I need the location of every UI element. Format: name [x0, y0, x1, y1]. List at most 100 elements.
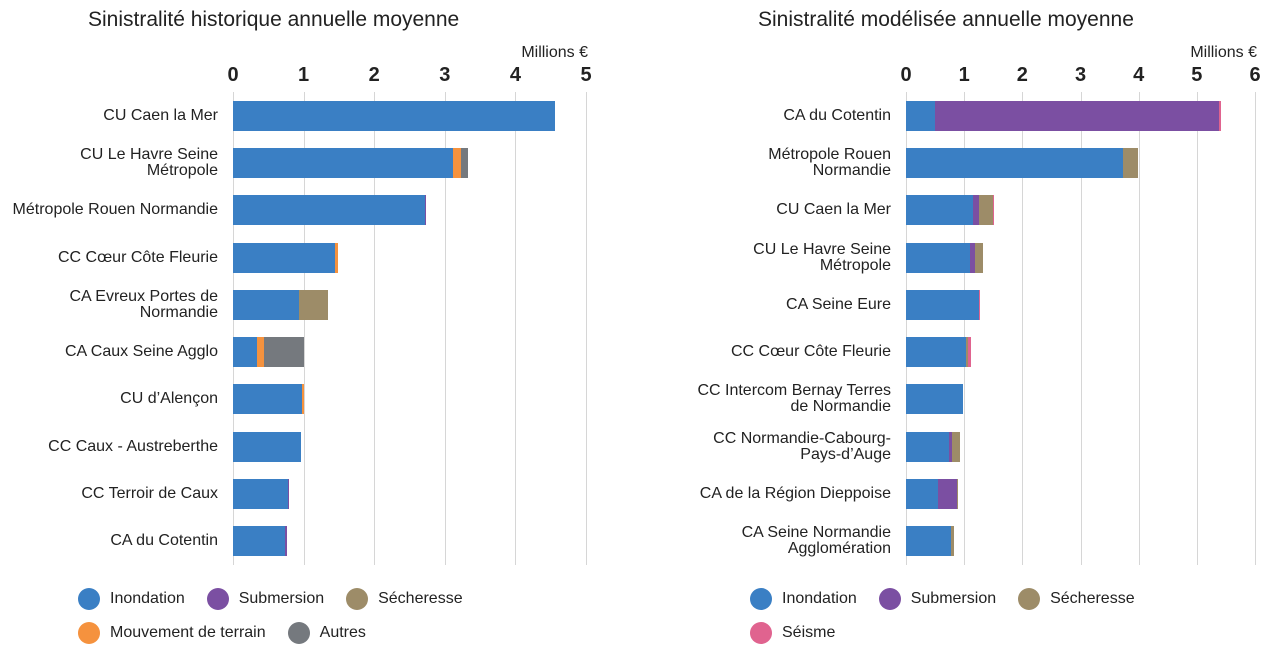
- x-tick-label: 1: [958, 64, 970, 86]
- grid-line: [586, 92, 587, 565]
- bar-segment: [906, 100, 936, 131]
- x-tick-label: 5: [1191, 64, 1203, 86]
- legend-swatch: [78, 588, 100, 610]
- legend-item: Sécheresse: [1018, 588, 1135, 610]
- bar-segment: [935, 100, 1219, 131]
- x-tick-label: 2: [1016, 64, 1028, 86]
- bar-segment: [233, 147, 454, 178]
- chart: Sinistralité historique annuelle moyenne…: [0, 0, 640, 649]
- legend-swatch: [206, 588, 229, 610]
- y-tick-label: CU Caen la Mer: [103, 106, 218, 124]
- legend-label: Inondation: [782, 590, 857, 607]
- grid-line: [1022, 92, 1024, 565]
- grid-line: [1196, 92, 1198, 565]
- bar-segment: [425, 195, 427, 226]
- bar-segment: [285, 526, 288, 557]
- grid-line: [303, 92, 305, 565]
- x-tick-label: 0: [900, 64, 912, 86]
- bar-segment: [992, 195, 994, 226]
- y-tick-label: CC Terroir de Caux: [81, 485, 218, 503]
- legend-swatch: [346, 588, 369, 610]
- grid-line: [1138, 92, 1140, 565]
- bar-segment: [906, 526, 951, 557]
- x-tick-label: 4: [509, 64, 521, 86]
- y-tick-label: CU Le Havre Seine Métropole: [753, 240, 891, 274]
- bar-segment: [906, 431, 950, 462]
- bar-segment: [906, 147, 1123, 178]
- legend-item: Mouvement de terrain: [78, 622, 266, 644]
- axis-unit: Millions €: [521, 44, 588, 61]
- y-tick-label: CA de la Région Dieppoise: [699, 485, 891, 503]
- bar-segment: [906, 242, 970, 273]
- legend-swatch: [1018, 588, 1041, 610]
- chart-title: Sinistralité historique annuelle moyenne: [88, 8, 460, 31]
- bar-segment: [302, 384, 304, 415]
- legend-label: Inondation: [110, 590, 185, 607]
- bar-segment: [233, 431, 301, 462]
- y-tick-label: CC Cœur Côte Fleurie: [730, 343, 891, 361]
- bar-segment: [233, 479, 289, 510]
- chart-title: Sinistralité modélisée annuelle moyenne: [758, 8, 1134, 31]
- y-tick-label: CU Le Havre Seine Métropole: [80, 145, 218, 179]
- bar-segment: [257, 337, 265, 368]
- bar-segment: [288, 479, 290, 510]
- legend-item: Séisme: [750, 622, 835, 644]
- y-tick-label: CC Normandie-Cabourg-Pays-d’Auge: [713, 429, 891, 463]
- legend: Inondation Submersion Sécheresse Séisme: [750, 588, 1190, 644]
- legend-swatch: [287, 622, 310, 644]
- bar-segment: [937, 479, 958, 510]
- legend: Inondation Submersion Sécheresse Mouvement …: [78, 588, 518, 644]
- legend-label: Mouvement de terrain: [110, 624, 266, 641]
- grid-line: [444, 92, 446, 565]
- bar-segment: [453, 147, 462, 178]
- legend-label: Submersion: [910, 590, 997, 607]
- grid-line: [515, 92, 517, 565]
- bar-segment: [1218, 100, 1221, 131]
- bar-segment: [969, 242, 975, 273]
- legend-item: Submersion: [206, 588, 325, 610]
- bar-segment: [461, 147, 469, 178]
- bar-segment: [968, 337, 971, 368]
- legend-swatch: [878, 588, 901, 610]
- bar-segment: [906, 384, 963, 415]
- legend-item: Sécheresse: [346, 588, 463, 610]
- bar-segment: [957, 479, 959, 510]
- bar-segment: [233, 100, 555, 131]
- bar-segment: [906, 337, 966, 368]
- legend-label: Autres: [319, 624, 366, 641]
- x-tick-label: 3: [1074, 64, 1087, 86]
- grid-line: [1080, 92, 1082, 565]
- legend-label: Submersion: [238, 590, 325, 607]
- legend-item: Inondation: [78, 588, 185, 610]
- bar-segment: [978, 195, 993, 226]
- bar-segment: [233, 289, 299, 320]
- legend-swatch: [750, 622, 772, 644]
- grid-line: [374, 92, 376, 565]
- y-tick-label: Métropole Rouen Normandie: [768, 145, 891, 179]
- y-tick-label: CA Seine Eure: [786, 295, 891, 313]
- x-tick-label: 0: [227, 64, 239, 86]
- legend-swatch: [750, 588, 772, 610]
- y-tick-label: CC Cœur Côte Fleurie: [57, 248, 218, 266]
- grid-line: [233, 92, 234, 565]
- bar-segment: [972, 195, 979, 226]
- y-tick-label: CA Evreux Portes de Normandie: [69, 287, 218, 321]
- bar-segment: [233, 195, 426, 226]
- bar-segment: [264, 337, 305, 368]
- y-tick-label: CA du Cotentin: [110, 532, 218, 550]
- bar-segment: [233, 526, 286, 557]
- legend-item: Submersion: [878, 588, 997, 610]
- x-tick-label: 2: [368, 64, 380, 86]
- x-tick-label: 5: [580, 64, 592, 86]
- bar-segment: [951, 431, 961, 462]
- y-tick-label: CA du Cotentin: [783, 106, 891, 124]
- legend-swatch: [78, 622, 100, 644]
- bar-segment: [906, 289, 979, 320]
- grid-line: [906, 92, 907, 565]
- y-tick-label: CU Caen la Mer: [776, 201, 891, 219]
- bar-segment: [974, 242, 983, 273]
- x-tick-label: 6: [1249, 64, 1261, 86]
- y-tick-label: CU d’Alençon: [120, 390, 218, 408]
- legend-label: Sécheresse: [378, 590, 463, 607]
- bar-segment: [233, 384, 303, 415]
